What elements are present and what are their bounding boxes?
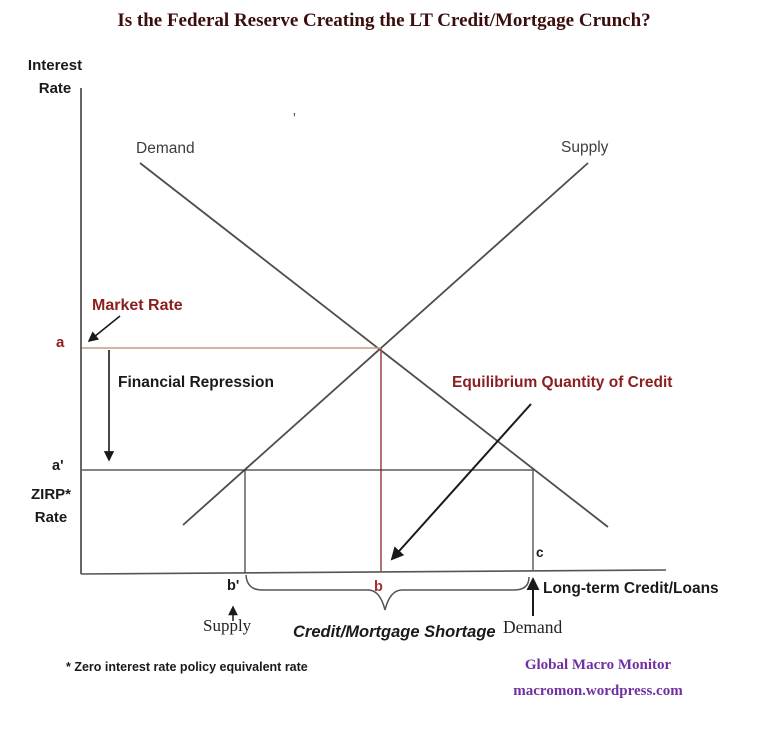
shortage-label: Credit/Mortgage Shortage xyxy=(293,623,496,641)
market-rate-label: Market Rate xyxy=(92,297,183,314)
zirp-rate-label: ZIRP* Rate xyxy=(14,483,88,530)
supply-curve-label: Supply xyxy=(561,139,609,156)
footnote: * Zero interest rate policy equivalent r… xyxy=(66,660,308,674)
y-axis-label-line2: Rate xyxy=(38,79,72,97)
attribution: Global Macro Monitor macromon.wordpress.… xyxy=(498,652,698,705)
equilibrium-quantity-arrow xyxy=(390,403,532,561)
zirp-rate-label-line2: Rate xyxy=(34,509,68,527)
demand-point-caption: Demand xyxy=(503,617,563,637)
point-c-label: c xyxy=(536,545,544,560)
point-a-prime-label: a' xyxy=(52,458,64,474)
x-axis-label: Long-term Credit/Loans xyxy=(543,580,719,597)
demand-curve-label: Demand xyxy=(136,140,195,157)
y-axis-label: Interest Rate xyxy=(18,55,92,100)
shortage-brace xyxy=(245,574,530,611)
financial-repression-label: Financial Repression xyxy=(118,374,274,391)
point-a-label: a xyxy=(56,334,65,351)
supply-curve xyxy=(182,162,589,526)
point-b-label: b xyxy=(374,579,383,595)
stray-mark: ' xyxy=(293,110,296,127)
zirp-rate-label-line1: ZIRP* xyxy=(30,486,71,503)
market-rate-arrow xyxy=(87,315,121,342)
equilibrium-quantity-label: Equilibrium Quantity of Credit xyxy=(452,374,673,391)
y-axis-label-line1: Interest xyxy=(27,57,83,74)
demand-curve xyxy=(139,162,609,528)
chart-title: Is the Federal Reserve Creating the LT C… xyxy=(117,10,651,31)
attribution-url: macromon.wordpress.com xyxy=(513,683,683,700)
supply-point-caption: Supply xyxy=(203,616,252,635)
attribution-source: Global Macro Monitor xyxy=(524,657,672,673)
point-b-prime-label: b' xyxy=(227,578,240,594)
x-axis xyxy=(80,569,667,575)
